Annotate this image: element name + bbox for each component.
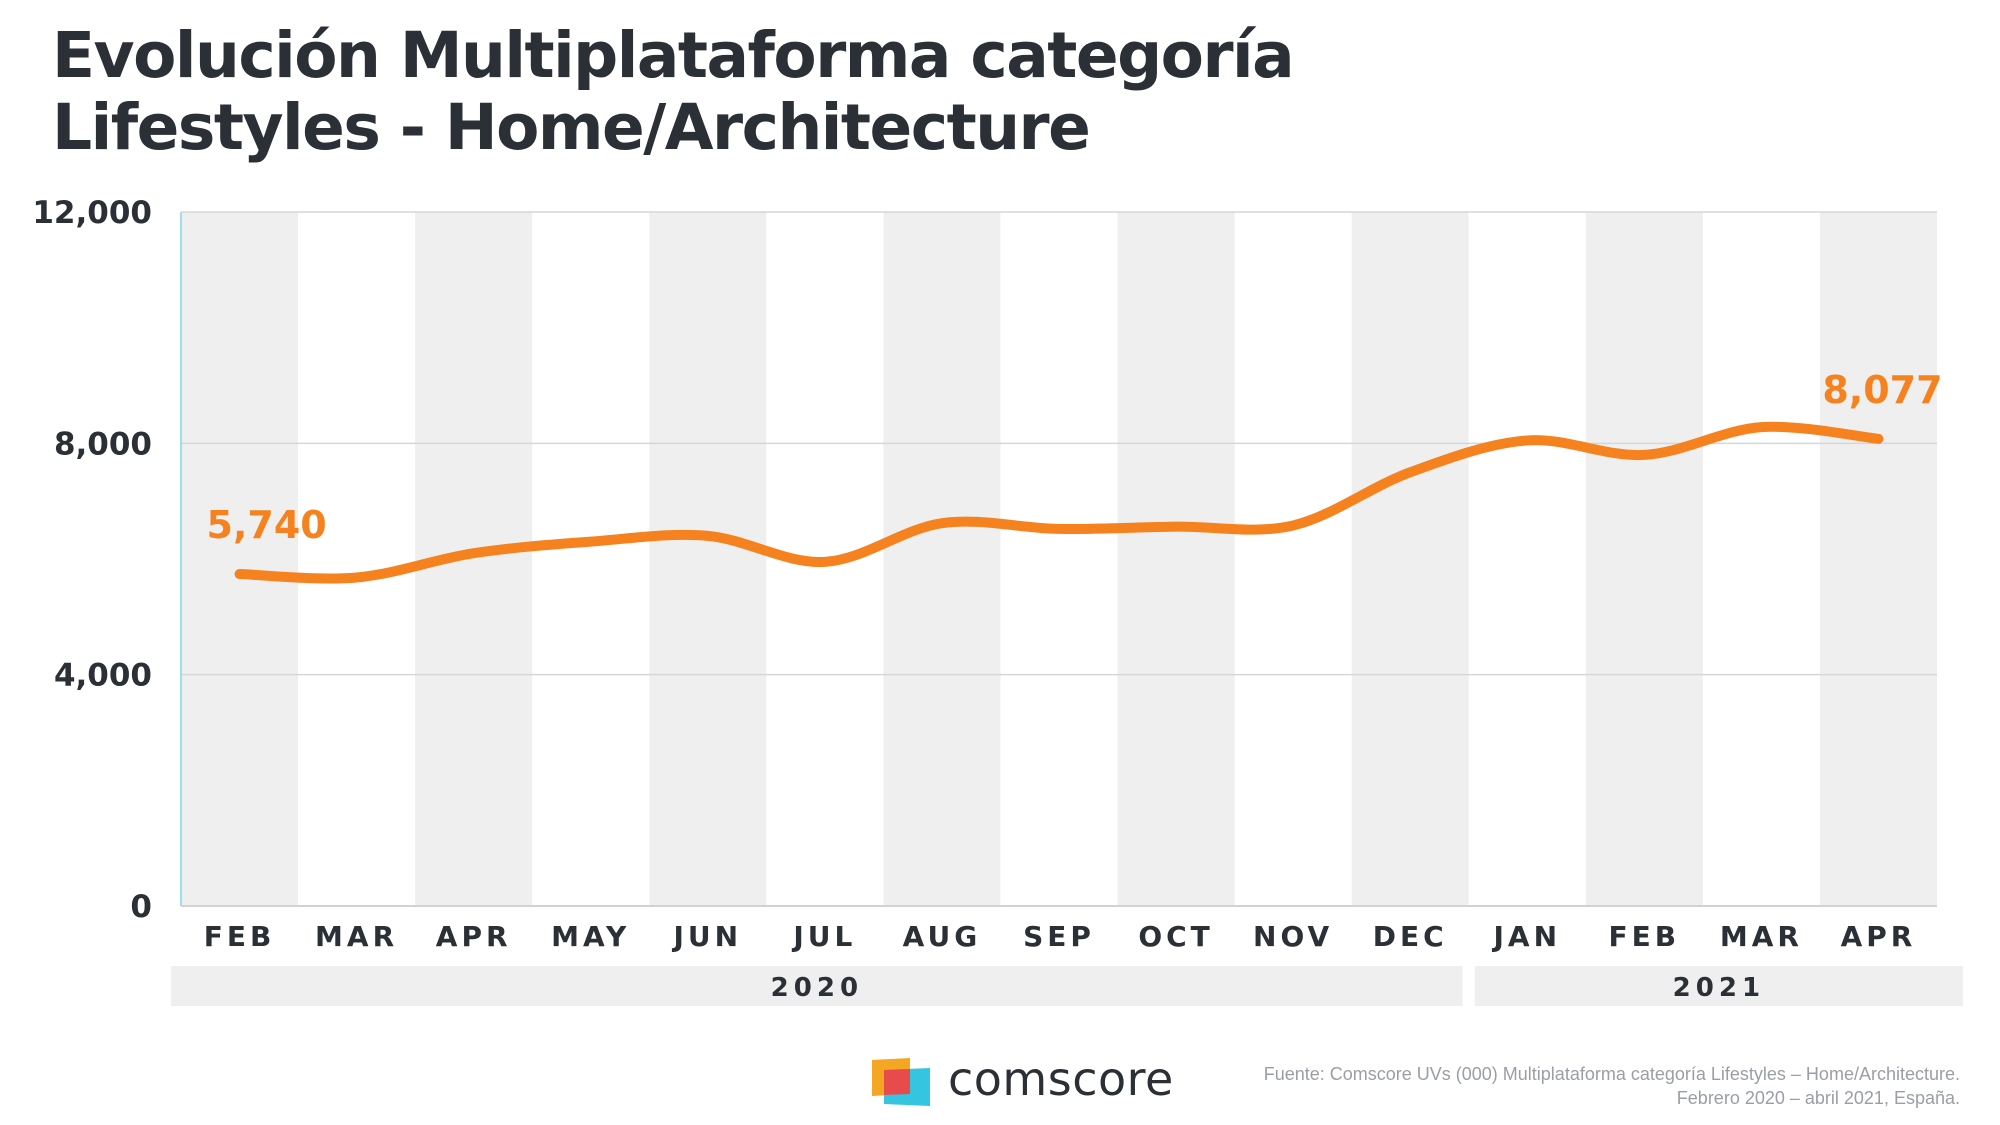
column-band [649, 212, 767, 906]
x-tick-label: DEC [1373, 920, 1448, 953]
x-tick-label: MAR [1720, 920, 1803, 953]
x-tick-label: JAN [1492, 920, 1562, 953]
column-band [883, 212, 1001, 906]
x-tick-label: SEP [1023, 920, 1095, 953]
year-group-band [171, 966, 1463, 1006]
year-group-label: 2020 [771, 973, 863, 1003]
x-tick-label: JUN [672, 920, 743, 953]
x-tick-label: FEB [1609, 920, 1681, 953]
x-tick-label: NOV [1253, 920, 1333, 953]
comscore-logo-text: comscore [948, 1052, 1174, 1106]
series-line [234, 421, 1884, 584]
column-band [1117, 212, 1235, 906]
y-tick-label: 8,000 [54, 426, 152, 462]
y-tick-label: 12,000 [32, 195, 152, 231]
x-tick-label: OCT [1138, 920, 1213, 953]
column-band [1819, 212, 1937, 906]
x-tick-label: MAR [315, 920, 398, 953]
column-band [181, 212, 299, 906]
chart-title-line1: Evolución Multiplataforma categoría [52, 19, 1295, 92]
x-tick-label: APR [436, 920, 512, 953]
source-line1: Fuente: Comscore UVs (000) Multiplatafor… [1263, 1064, 1960, 1084]
x-tick-label: AUG [903, 920, 982, 953]
source-line2: Febrero 2020 – abril 2021, España. [1676, 1088, 1960, 1108]
x-tick-label: FEB [204, 920, 276, 953]
chart-title-line2: Lifestyles - Home/Architecture [52, 91, 1091, 164]
column-band [1585, 212, 1703, 906]
year-group-band [1474, 966, 1963, 1006]
comscore-logo-icon [872, 1058, 930, 1106]
year-group-label: 2021 [1673, 973, 1765, 1003]
source-note: Fuente: Comscore UVs (000) Multiplatafor… [1264, 1062, 1960, 1110]
y-tick-label: 0 [130, 889, 152, 925]
chart-title: Evolución Multiplataforma categoría Life… [52, 19, 1295, 164]
data-label: 5,740 [207, 503, 327, 547]
data-label: 8,077 [1822, 368, 1942, 412]
x-tick-label: MAY [551, 920, 630, 953]
x-tick-label: APR [1841, 920, 1917, 953]
x-tick-label: JUL [791, 920, 856, 953]
y-tick-label: 4,000 [54, 658, 152, 694]
column-band [1351, 212, 1469, 906]
